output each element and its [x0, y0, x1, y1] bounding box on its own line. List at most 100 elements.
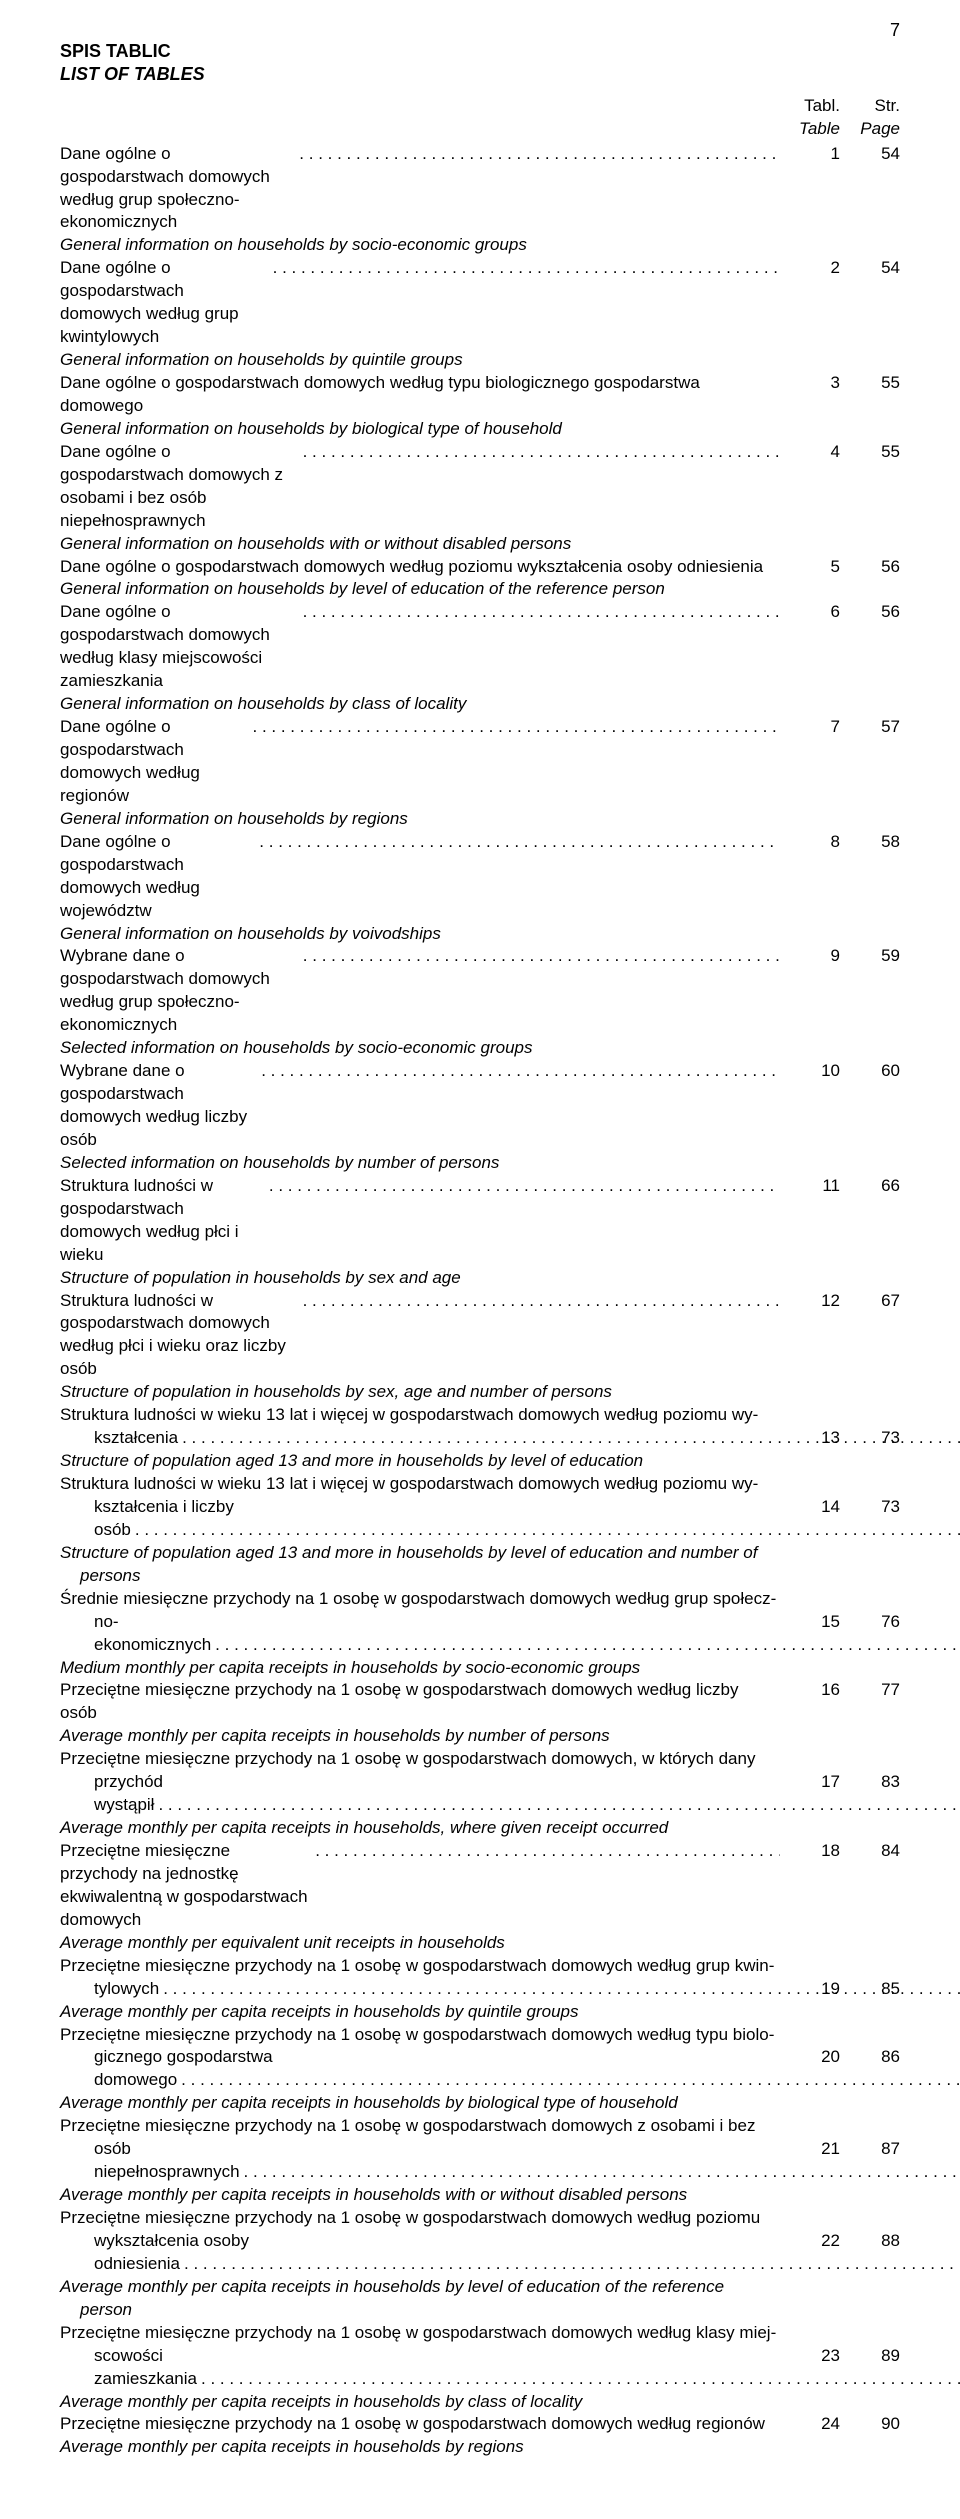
entry-pl-text: Przeciętne miesięczne przychody na 1 oso…: [60, 2322, 780, 2345]
entry-page-number: 66: [840, 1175, 900, 1290]
entry-page-number: 77: [840, 1679, 900, 1748]
entry-pl-text: Struktura ludności w wieku 13 lat i więc…: [60, 1404, 780, 1427]
leader-dots: [182, 1428, 960, 1447]
entry-page-number: 89: [840, 2322, 900, 2414]
entry-table-number: 8: [780, 831, 840, 946]
entry-pl-text: przychód wystąpił: [94, 1772, 163, 1814]
table-row: Dane ogólne o gospodarstwach domowych we…: [60, 831, 900, 946]
leader-dots: [299, 143, 780, 166]
entry-page-number: 60: [840, 1060, 900, 1175]
entry-description: Dane ogólne o gospodarstwach domowych we…: [60, 831, 780, 946]
col-header-tabl: Tabl. Table: [780, 95, 840, 143]
entry-pl-text: kształcenia: [94, 1428, 178, 1447]
entry-description: Struktura ludności w wieku 13 lat i więc…: [60, 1404, 780, 1473]
table-row: Średnie miesięczne przychody na 1 osobę …: [60, 1588, 900, 1680]
entry-table-number: 12: [780, 1290, 840, 1405]
entry-description: Dane ogólne o gospodarstwach domowych we…: [60, 601, 780, 716]
entry-en-text: Average monthly per capita receipts in h…: [60, 2436, 780, 2459]
leader-dots: [303, 601, 780, 624]
entry-description: Przeciętne miesięczne przychody na 1 oso…: [60, 1679, 780, 1748]
entry-description: Przeciętne miesięczne przychody na jedno…: [60, 1840, 780, 1955]
entry-table-number: 18: [780, 1840, 840, 1955]
entry-pl-text: Przeciętne miesięczne przychody na jedno…: [60, 1840, 311, 1932]
entry-page-number: 76: [840, 1588, 900, 1680]
leader-dots: [303, 945, 780, 968]
entry-page-number: 90: [840, 2413, 900, 2459]
entry-pl-text: Dane ogólne o gospodarstwach domowych we…: [60, 556, 780, 579]
page: 7 SPIS TABLIC LIST OF TABLES Tabl. Table…: [0, 0, 960, 2519]
entry-description: Struktura ludności w gospodarstwach domo…: [60, 1290, 780, 1405]
leader-dots: [303, 1290, 780, 1313]
entry-page-number: 55: [840, 372, 900, 441]
entry-description: Dane ogólne o gospodarstwach domowych z …: [60, 441, 780, 556]
table-row: Dane ogólne o gospodarstwach domowych we…: [60, 143, 900, 258]
entry-page-number: 58: [840, 831, 900, 946]
entry-table-number: 7: [780, 716, 840, 831]
entry-en-text: Average monthly per equivalent unit rece…: [60, 1932, 780, 1955]
entry-en-text: Structure of population in households by…: [60, 1267, 780, 1290]
entry-page-number: 67: [840, 1290, 900, 1405]
heading-en: LIST OF TABLES: [60, 63, 900, 86]
table-row: Przeciętne miesięczne przychody na 1 oso…: [60, 2024, 900, 2116]
entry-page-number: 54: [840, 143, 900, 258]
entry-pl-text: Dane ogólne o gospodarstwach domowych we…: [60, 831, 255, 923]
leader-dots: [163, 1979, 960, 1998]
table-row: Przeciętne miesięczne przychody na 1 oso…: [60, 1955, 900, 2024]
entry-description: Dane ogólne o gospodarstwach domowych we…: [60, 257, 780, 372]
entry-page-number: 84: [840, 1840, 900, 1955]
table-row: Przeciętne miesięczne przychody na 1 oso…: [60, 2413, 900, 2459]
entry-description: Struktura ludności w gospodarstwach domo…: [60, 1175, 780, 1290]
entry-page-number: 57: [840, 716, 900, 831]
table-row: Przeciętne miesięczne przychody na 1 oso…: [60, 1748, 900, 1840]
leader-dots: [135, 1520, 960, 1539]
table-row: Struktura ludności w wieku 13 lat i więc…: [60, 1404, 900, 1473]
entry-pl-text: Struktura ludności w gospodarstwach domo…: [60, 1290, 299, 1382]
entry-en-text: Average monthly per capita receipts in h…: [60, 2001, 780, 2024]
entry-table-number: 4: [780, 441, 840, 556]
entry-pl-text: Przeciętne miesięczne przychody na 1 oso…: [60, 1679, 780, 1725]
leader-dots: [315, 1840, 780, 1863]
entry-en-text: General information on households by lev…: [60, 578, 780, 601]
toc-table: Tabl. Table Str. Page Dane ogólne o gosp…: [60, 95, 900, 2460]
entry-en-text: Medium monthly per capita receipts in ho…: [60, 1657, 780, 1680]
leader-dots: [184, 2254, 960, 2273]
entry-page-number: 56: [840, 601, 900, 716]
entry-page-number: 59: [840, 945, 900, 1060]
entry-pl-text: Przeciętne miesięczne przychody na 1 oso…: [60, 1955, 780, 1978]
table-row: Przeciętne miesięczne przychody na 1 oso…: [60, 2115, 900, 2207]
entry-en-text: Structure of population aged 13 and more…: [60, 1450, 780, 1473]
entry-pl-text: Przeciętne miesięczne przychody na 1 oso…: [60, 2413, 780, 2436]
leader-dots: [215, 1635, 960, 1654]
entry-en-text: General information on households by cla…: [60, 693, 780, 716]
table-row: Przeciętne miesięczne przychody na jedno…: [60, 1840, 900, 1955]
table-row: Przeciętne miesięczne przychody na 1 oso…: [60, 2322, 900, 2414]
leader-dots: [261, 1060, 780, 1083]
entry-pl-text: Średnie miesięczne przychody na 1 osobę …: [60, 1588, 780, 1611]
table-row: Dane ogólne o gospodarstwach domowych we…: [60, 716, 900, 831]
entry-pl-text: no-ekonomicznych: [94, 1612, 211, 1654]
entry-description: Przeciętne miesięczne przychody na 1 oso…: [60, 2322, 780, 2414]
entry-pl-text: Dane ogólne o gospodarstwach domowych we…: [60, 143, 295, 235]
entry-pl-text: Wybrane dane o gospodarstwach domowych w…: [60, 945, 299, 1037]
entry-description: Przeciętne miesięczne przychody na 1 oso…: [60, 2024, 780, 2116]
entry-table-number: 16: [780, 1679, 840, 1748]
entry-en-text: Average monthly per capita receipts in h…: [60, 2092, 780, 2115]
entry-description: Przeciętne miesięczne przychody na 1 oso…: [60, 2413, 780, 2459]
table-row: Struktura ludności w wieku 13 lat i więc…: [60, 1473, 900, 1588]
entry-pl-text: Przeciętne miesięczne przychody na 1 oso…: [60, 2207, 780, 2230]
entry-pl-text: Przeciętne miesięczne przychody na 1 oso…: [60, 1748, 780, 1771]
leader-dots: [253, 716, 781, 739]
table-row: Dane ogólne o gospodarstwach domowych z …: [60, 441, 900, 556]
entry-pl-text: Przeciętne miesięczne przychody na 1 oso…: [60, 2115, 780, 2138]
toc-body: Dane ogólne o gospodarstwach domowych we…: [60, 143, 900, 2460]
entry-table-number: 9: [780, 945, 840, 1060]
entry-en-text: Selected information on households by nu…: [60, 1152, 780, 1175]
entry-table-number: 11: [780, 1175, 840, 1290]
entry-description: Przeciętne miesięczne przychody na 1 oso…: [60, 2207, 780, 2322]
entry-description: Struktura ludności w wieku 13 lat i więc…: [60, 1473, 780, 1588]
entry-description: Dane ogólne o gospodarstwach domowych we…: [60, 143, 780, 258]
entry-description: Średnie miesięczne przychody na 1 osobę …: [60, 1588, 780, 1680]
table-row: Dane ogólne o gospodarstwach domowych we…: [60, 556, 900, 602]
entry-description: Przeciętne miesięczne przychody na 1 oso…: [60, 1748, 780, 1840]
entry-page-number: 56: [840, 556, 900, 602]
